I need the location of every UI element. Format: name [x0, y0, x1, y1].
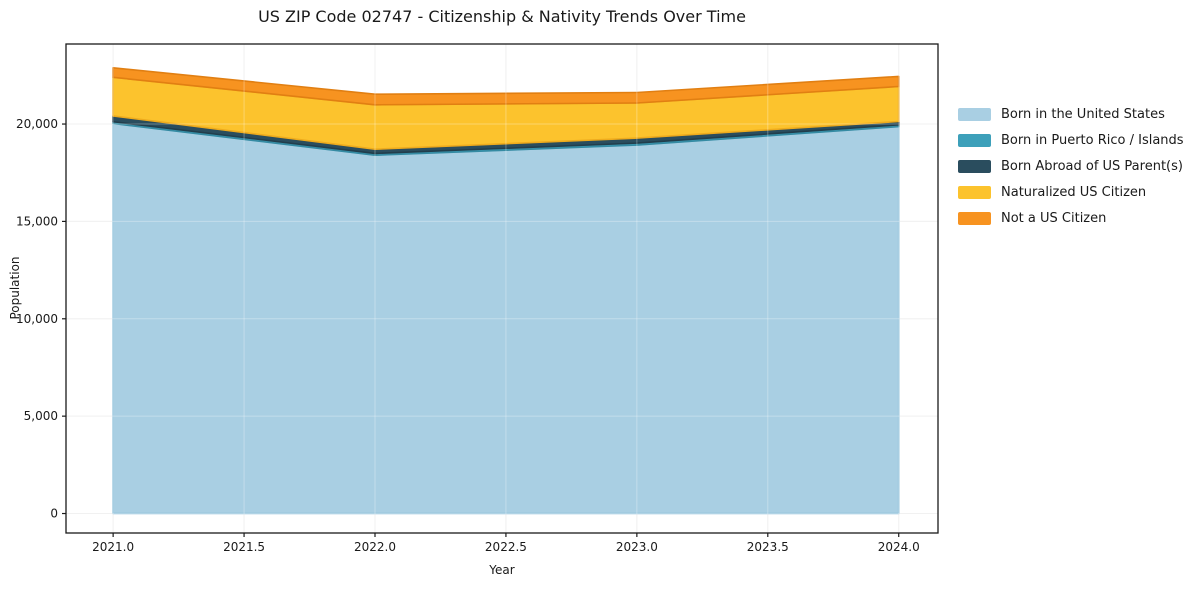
legend-item: Born Abroad of US Parent(s) [958, 153, 1184, 179]
x-tick-label: 2021.5 [223, 540, 265, 554]
legend-label: Naturalized US Citizen [1001, 184, 1147, 200]
legend-swatch [958, 133, 991, 147]
y-tick-label: 15,000 [16, 214, 58, 228]
x-tick-label: 2022.0 [354, 540, 396, 554]
x-tick-label: 2023.0 [616, 540, 658, 554]
x-tick-label: 2023.5 [747, 540, 789, 554]
legend-swatch [958, 159, 991, 173]
legend-item: Not a US Citizen [958, 205, 1184, 231]
legend-swatch [958, 107, 991, 121]
plot-border [65, 43, 939, 534]
x-tick-label: 2022.5 [485, 540, 527, 554]
legend-label: Born in the United States [1001, 106, 1165, 122]
legend-item: Born in the United States [958, 101, 1184, 127]
y-axis-label: Population [8, 256, 22, 320]
legend-label: Not a US Citizen [1001, 210, 1107, 226]
legend-label: Born Abroad of US Parent(s) [1001, 158, 1183, 174]
legend-swatch [958, 185, 991, 199]
y-tick-label: 20,000 [16, 117, 58, 131]
legend-item: Naturalized US Citizen [958, 179, 1184, 205]
chart-title: US ZIP Code 02747 - Citizenship & Nativi… [258, 7, 746, 26]
legend-label: Born in Puerto Rico / Islands [1001, 132, 1184, 148]
legend-item: Born in Puerto Rico / Islands [958, 127, 1184, 153]
y-tick-label: 5,000 [24, 409, 58, 423]
legend: Born in the United States Born in Puerto… [958, 101, 1184, 231]
x-tick-label: 2021.0 [92, 540, 134, 554]
legend-swatch [958, 211, 991, 225]
x-axis-label: Year [489, 563, 515, 577]
x-tick-label: 2024.0 [878, 540, 920, 554]
y-tick-label: 0 [50, 507, 58, 521]
y-tick-label: 10,000 [16, 312, 58, 326]
area-not-a-us-citizen [112, 67, 900, 106]
